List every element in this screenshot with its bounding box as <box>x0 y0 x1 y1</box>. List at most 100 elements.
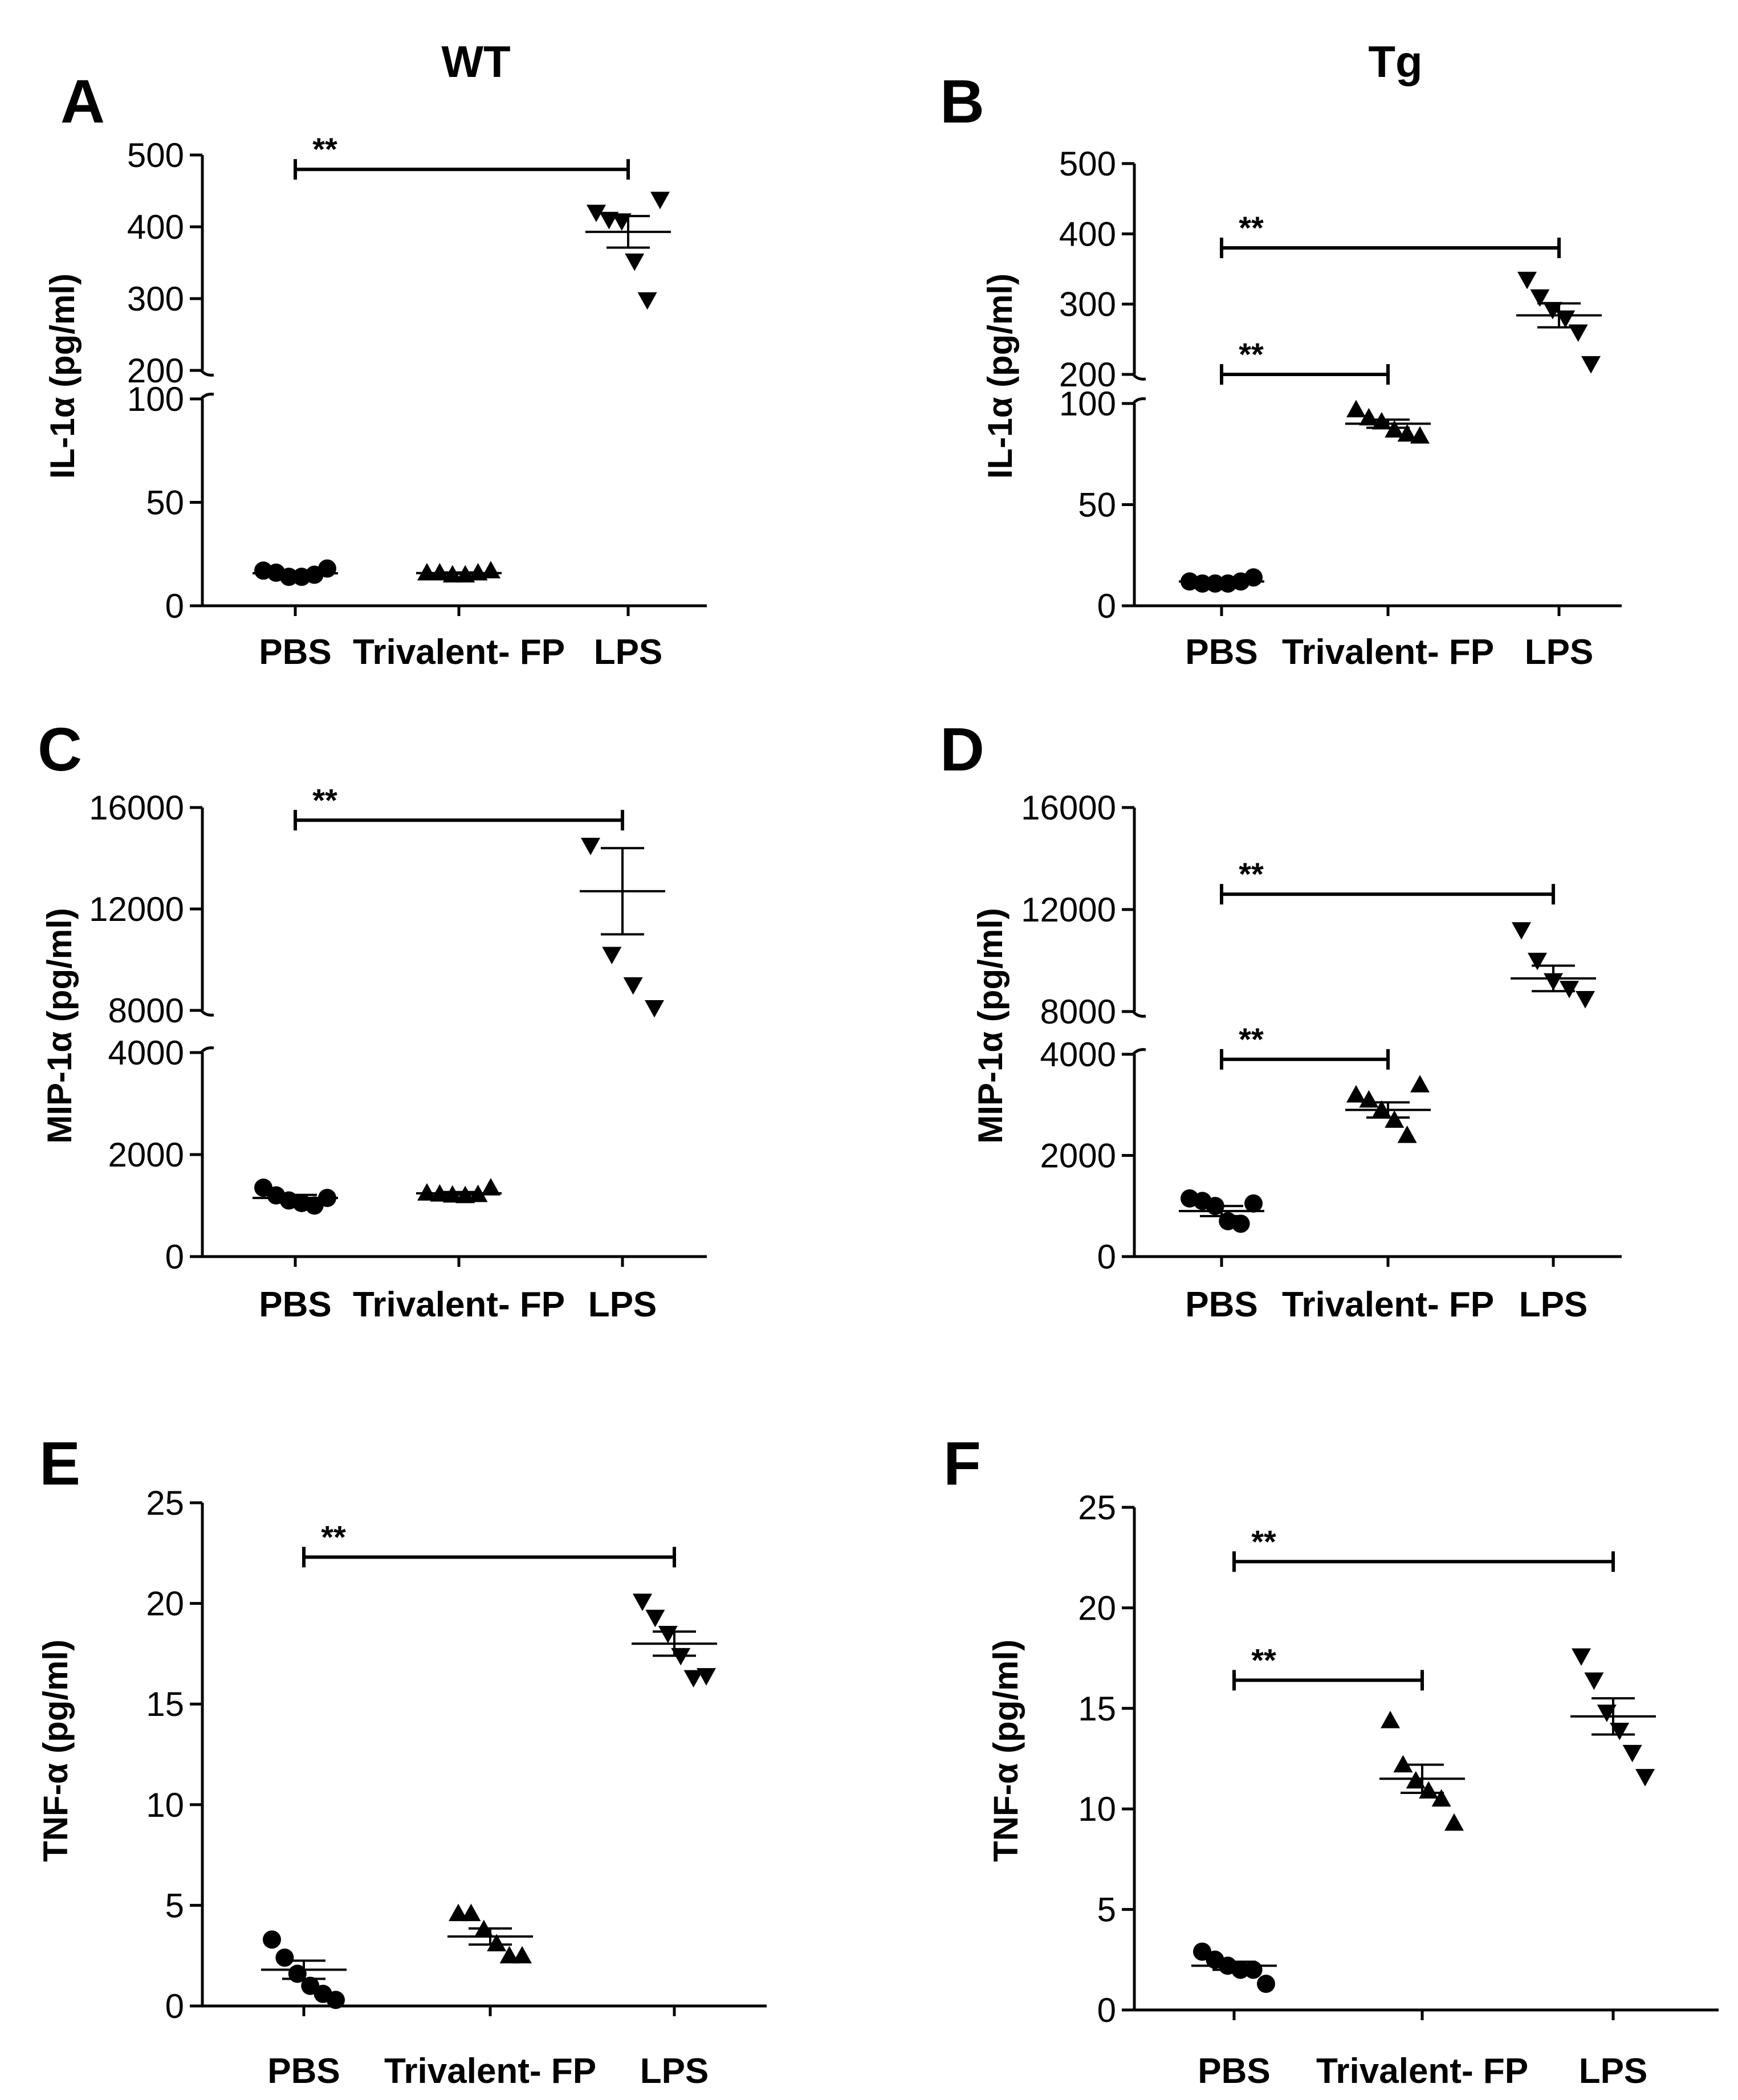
x-category-label: Trivalent- FP <box>353 633 565 672</box>
data-point <box>612 213 632 231</box>
y-tick-label: 25 <box>146 1484 184 1522</box>
group-trivalent-fp <box>1345 1075 1431 1143</box>
data-point <box>481 561 500 578</box>
y-tick-label: 2000 <box>1040 1137 1116 1175</box>
significance-label: ** <box>1239 1021 1264 1057</box>
x-category-label: PBS <box>1185 633 1257 672</box>
y-tick-label: 2000 <box>108 1136 184 1174</box>
x-category-label: LPS <box>1579 2052 1648 2091</box>
x-category-label: LPS <box>588 1285 657 1324</box>
group-pbs <box>1179 568 1264 593</box>
y-tick-label: 5 <box>1097 1891 1116 1929</box>
data-point <box>602 947 622 965</box>
panel-d: D 0 2000 4000 8000 12000 16000 PBS Trivalent- FP… <box>940 715 1622 1324</box>
y-axis-label: IL-1α (pg/ml) <box>43 274 82 479</box>
y-tick-label: 25 <box>1078 1489 1116 1527</box>
y-tick-label: 10 <box>1078 1790 1116 1828</box>
x-category-label: PBS <box>1185 1285 1257 1324</box>
data-point <box>623 977 643 995</box>
data-point <box>1530 289 1550 307</box>
y-tick-label: 400 <box>1059 215 1116 253</box>
y-tick-label: 8000 <box>108 992 184 1030</box>
y-tick-label: 300 <box>127 280 184 318</box>
data-point <box>587 205 606 222</box>
data-point <box>645 1609 665 1628</box>
data-point <box>650 191 670 210</box>
panel-e: E 0 5 10 15 20 25 PBS Trivalent- FP LPS TNF-α (pg/… <box>36 1429 767 2091</box>
y-tick-label: 0 <box>1097 1991 1116 2029</box>
data-point <box>1359 407 1379 426</box>
group-trivalent-fp <box>416 561 502 583</box>
data-point <box>275 1948 294 1967</box>
x-category-label: Trivalent- FP <box>1316 2052 1528 2091</box>
x-category-label: PBS <box>1198 2052 1270 2091</box>
data-point <box>1244 1194 1263 1213</box>
y-axis-label: TNF-α (pg/ml) <box>36 1640 75 1862</box>
x-category-label: LPS <box>594 633 663 672</box>
data-point <box>1581 356 1601 374</box>
y-tick-label: 20 <box>146 1585 184 1623</box>
y-tick-label: 500 <box>127 136 184 174</box>
data-point <box>581 838 600 855</box>
group-pbs <box>1191 1942 1277 1993</box>
data-point <box>1257 1975 1275 1993</box>
group-trivalent-fp <box>1345 399 1431 444</box>
panel-c: C 0 2000 4000 8000 12000 16000 PBS Trivalent- FP… <box>38 715 707 1324</box>
data-point <box>417 1183 437 1201</box>
y-tick-label: 16000 <box>89 789 184 827</box>
y-tick-label: 50 <box>1078 486 1116 524</box>
axis-break-mark <box>1132 1048 1146 1055</box>
x-category-label: PBS <box>259 633 331 672</box>
data-point <box>1397 424 1417 442</box>
y-tick-label: 100 <box>1059 385 1116 423</box>
group-pbs <box>1179 1189 1264 1233</box>
y-tick-label: 4000 <box>1040 1035 1116 1074</box>
group-trivalent-fp <box>1379 1710 1465 1831</box>
panel-letter: B <box>940 67 984 136</box>
group-trivalent-fp <box>416 1178 502 1204</box>
data-point <box>1346 399 1366 418</box>
x-category-label: LPS <box>1525 633 1594 672</box>
group-lps <box>1570 1648 1656 1787</box>
group-lps <box>1511 922 1596 1009</box>
significance-label: ** <box>1239 336 1264 372</box>
x-category-label: Trivalent- FP <box>353 1285 565 1324</box>
y-tick-label: 300 <box>1059 286 1116 324</box>
group-pbs <box>253 559 338 586</box>
panel-letter: D <box>940 715 984 784</box>
data-point <box>1597 1705 1617 1722</box>
y-tick-label: 200 <box>127 352 184 390</box>
axis-break-mark <box>200 369 214 377</box>
y-tick-label: 15 <box>146 1685 184 1723</box>
y-tick-label: 0 <box>1097 1238 1116 1276</box>
data-point <box>1444 1813 1464 1831</box>
group-lps <box>632 1593 717 1688</box>
panel-letter: A <box>60 67 105 136</box>
x-category-label: Trivalent- FP <box>1282 1285 1494 1324</box>
x-category-label: Trivalent- FP <box>384 2052 596 2091</box>
axis-break-mark <box>200 1009 214 1017</box>
significance-label: ** <box>321 1519 346 1555</box>
axis-break-mark <box>1132 397 1146 405</box>
data-point <box>633 1593 652 1612</box>
data-point <box>1576 991 1595 1009</box>
group-lps <box>580 838 665 1018</box>
data-point <box>1528 952 1547 971</box>
x-category-label: LPS <box>1519 1285 1588 1324</box>
y-tick-label: 0 <box>1097 587 1116 625</box>
data-point <box>1346 1085 1366 1103</box>
data-point <box>697 1668 716 1686</box>
y-tick-label: 15 <box>1078 1690 1116 1728</box>
data-point <box>645 1000 664 1018</box>
data-point <box>658 1625 678 1644</box>
significance-label: ** <box>312 131 337 167</box>
y-tick-label: 8000 <box>1040 993 1116 1031</box>
significance-label: ** <box>1239 856 1264 892</box>
data-point <box>417 562 437 581</box>
data-point <box>499 1946 519 1964</box>
data-point <box>449 1903 468 1922</box>
y-tick-label: 0 <box>165 1987 184 2025</box>
y-tick-label: 4000 <box>108 1034 184 1072</box>
y-axis-label: TNF-α (pg/ml) <box>987 1640 1025 1862</box>
data-point <box>1560 981 1579 998</box>
